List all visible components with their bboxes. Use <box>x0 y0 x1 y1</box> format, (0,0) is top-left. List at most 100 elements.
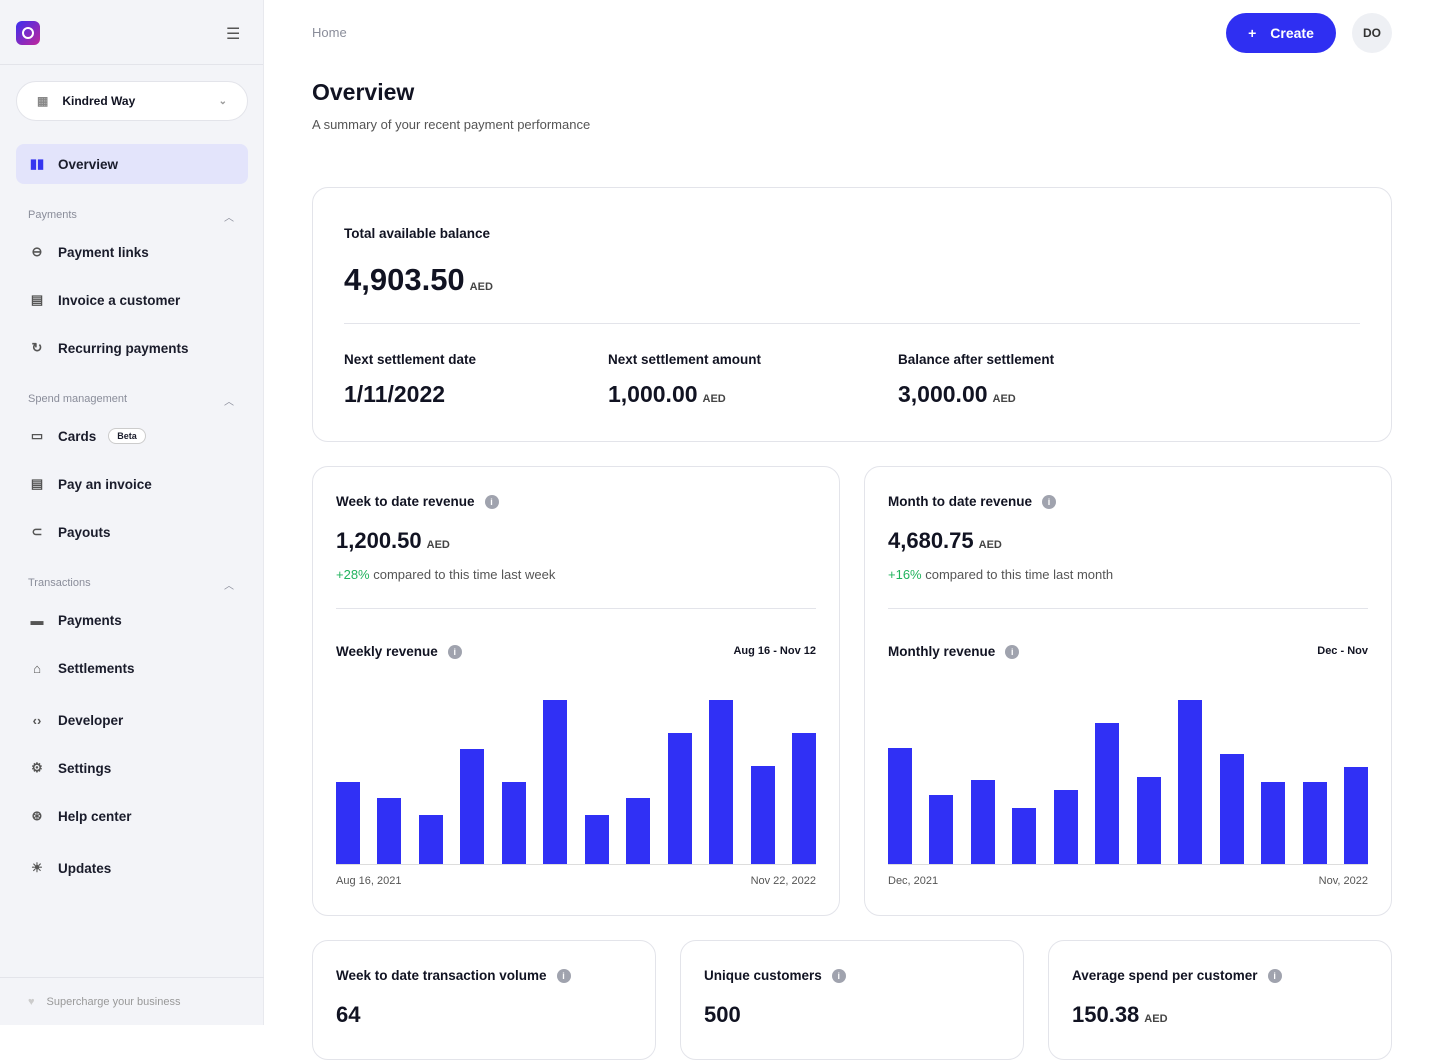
chart-bar[interactable] <box>750 765 775 864</box>
page-title: Overview <box>312 79 415 105</box>
stat-value: 150.38 AED <box>1072 1002 1168 1027</box>
monthly-revenue-chart <box>888 685 1368 865</box>
label: Pay an invoice <box>58 476 152 492</box>
chart-range[interactable]: Aug 16 - Nov 12 <box>733 645 816 657</box>
sidebar-item-invoice-customer[interactable]: ▤ Invoice a customer <box>16 280 248 320</box>
chart-bar[interactable] <box>1219 754 1244 864</box>
label: Payouts <box>58 524 111 540</box>
sidebar-item-cards[interactable]: ▭ Cards Beta <box>16 416 248 456</box>
section-payments[interactable]: Payments ︿ <box>28 209 234 224</box>
avatar[interactable]: DO <box>1352 13 1392 53</box>
balance-label: Total available balance <box>344 226 491 241</box>
chart-bar[interactable] <box>584 814 609 864</box>
section-spend[interactable]: Spend management ︿ <box>28 393 234 408</box>
week-value: 1,200.50 AED <box>336 528 450 553</box>
chart-bar[interactable] <box>929 795 954 864</box>
lifebuoy-icon: ⊛ <box>31 808 43 823</box>
week-revenue-card: Week to date revenue i 1,200.50 AED +28% c… <box>312 466 840 916</box>
stat-value: 500 <box>704 1002 741 1027</box>
chart-bar[interactable] <box>970 780 995 864</box>
chart-bar[interactable] <box>377 798 402 864</box>
chart-bar[interactable] <box>1178 700 1203 864</box>
info-icon[interactable]: i <box>1042 495 1057 509</box>
info-icon[interactable]: i <box>556 969 571 983</box>
store-icon: ▦ <box>37 94 49 108</box>
chart-bar[interactable] <box>1302 782 1327 864</box>
chart-bar[interactable] <box>1344 767 1368 864</box>
document-icon: ▤ <box>30 476 44 491</box>
chart-bar[interactable] <box>1261 782 1286 864</box>
sidebar-item-payment-links[interactable]: ⊖ Payment links <box>16 232 248 272</box>
info-icon[interactable]: i <box>831 969 846 983</box>
label: Developer <box>58 712 124 728</box>
sidebar-item-overview[interactable]: ▮▮ Overview <box>16 144 248 184</box>
next-date-value: 1/11/2022 <box>344 381 446 407</box>
sidebar-item-developer[interactable]: ‹› Developer <box>16 700 248 740</box>
divider <box>888 608 1368 609</box>
create-button[interactable]: + Create <box>1226 13 1336 53</box>
label: Payment links <box>58 244 149 260</box>
collapse-sidebar-icon[interactable]: ☰ <box>226 26 241 43</box>
chart-bar[interactable] <box>460 749 485 864</box>
sidebar-item-pay-invoice[interactable]: ▤ Pay an invoice <box>16 464 248 504</box>
sidebar-item-payouts[interactable]: ⊂ Payouts <box>16 512 248 552</box>
info-icon[interactable]: i <box>1005 645 1020 659</box>
chart-bar[interactable] <box>792 732 816 864</box>
chevron-down-icon: ⌄ <box>218 95 227 107</box>
chart-bar[interactable] <box>1012 808 1037 864</box>
chart-title: Monthly revenue i <box>888 644 1020 659</box>
sidebar-footer: ♥ Supercharge your business <box>0 977 264 1025</box>
chart-bar[interactable] <box>709 700 734 864</box>
stat-value: 64 <box>336 1002 361 1027</box>
sidebar-item-recurring[interactable]: ↻ Recurring payments <box>16 328 248 368</box>
info-icon[interactable]: i <box>484 495 499 509</box>
store-selector[interactable]: ▦ Kindred Way ⌄ <box>16 81 248 121</box>
chart-bar[interactable] <box>336 782 360 864</box>
label: Settings <box>58 760 112 776</box>
x-axis-end: Nov 22, 2022 <box>750 875 816 887</box>
lightbulb-icon: ☀ <box>31 860 43 875</box>
sidebar-item-payments[interactable]: ▬ Payments <box>16 600 248 640</box>
chart-bar[interactable] <box>1095 722 1120 864</box>
section-transactions[interactable]: Transactions ︿ <box>28 577 234 592</box>
x-axis-end: Nov, 2022 <box>1318 875 1368 887</box>
stat-label: Week to date transaction volume i <box>336 968 571 983</box>
info-icon[interactable]: i <box>447 645 462 659</box>
label: Overview <box>58 156 119 172</box>
chevron-up-icon: ︿ <box>224 213 234 224</box>
sidebar-item-updates[interactable]: ☀ Updates <box>16 848 248 888</box>
chart-bar[interactable] <box>1136 777 1161 864</box>
stat-card-avg-spend: Average spend per customer i 150.38 AED <box>1048 940 1392 1060</box>
stat-card-customers: Unique customers i 500 <box>680 940 1024 1060</box>
weekly-revenue-chart <box>336 685 816 865</box>
label: Help center <box>58 808 132 824</box>
logo[interactable] <box>16 21 40 45</box>
chart-bar[interactable] <box>501 782 526 864</box>
wallet-icon: ▬ <box>30 612 44 628</box>
month-value: 4,680.75 AED <box>888 528 1002 553</box>
chart-bar[interactable] <box>418 814 443 864</box>
invoice-icon: ▤ <box>30 292 44 307</box>
stat-label: Average spend per customer i <box>1072 968 1282 983</box>
next-amount-value: 1,000.00 AED <box>608 381 726 407</box>
sidebar-item-settings[interactable]: ⚙ Settings <box>16 748 248 788</box>
chart-bar[interactable] <box>543 700 568 864</box>
chart-range[interactable]: Dec - Nov <box>1317 645 1368 657</box>
chart-bar[interactable] <box>888 747 912 864</box>
balance-card: Total available balance 4,903.50 AED Next… <box>312 187 1392 442</box>
sidebar-item-settlements[interactable]: ⌂ Settlements <box>16 648 248 688</box>
chart-bar[interactable] <box>1053 790 1078 864</box>
info-icon[interactable]: i <box>1267 969 1282 983</box>
card-icon: ▭ <box>30 428 44 443</box>
label: Recurring payments <box>58 340 189 356</box>
chart-bar[interactable] <box>667 732 692 864</box>
after-label: Balance after settlement <box>898 352 1055 367</box>
breadcrumb[interactable]: Home <box>312 25 347 40</box>
store-name: Kindred Way <box>62 94 136 108</box>
payout-icon: ⊂ <box>31 524 43 539</box>
chart-bar[interactable] <box>626 798 651 864</box>
sidebar-item-help[interactable]: ⊛ Help center <box>16 796 248 836</box>
week-compare: +28% compared to this time last week <box>336 567 556 582</box>
after-value: 3,000.00 AED <box>898 381 1016 407</box>
chart-icon: ▮▮ <box>29 156 45 171</box>
